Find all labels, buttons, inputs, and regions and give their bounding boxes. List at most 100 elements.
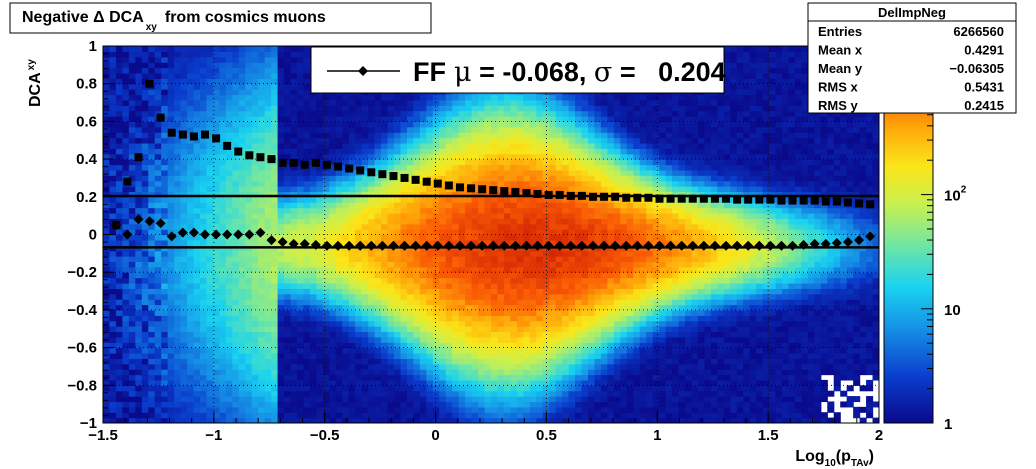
x-tick-label: 0.5 (536, 427, 557, 444)
square-marker (855, 199, 864, 208)
diamond-marker (732, 240, 743, 251)
square-marker (821, 197, 830, 206)
square-marker (644, 193, 653, 202)
diamond-marker (244, 229, 255, 240)
square-marker (478, 185, 487, 194)
diamond-marker (643, 240, 654, 251)
diamond-marker (809, 238, 820, 249)
diamond-marker (709, 240, 720, 251)
x-tick-label: 1.5 (758, 427, 779, 444)
diamond-marker (133, 214, 144, 225)
diamond-marker (687, 240, 698, 251)
diamond-marker (266, 235, 277, 246)
stats-label: Entries (818, 24, 862, 39)
diamond-marker (144, 216, 155, 227)
diamond-marker (776, 240, 787, 251)
profile-markers (111, 79, 876, 251)
diamond-marker (499, 240, 510, 251)
square-marker (744, 195, 753, 204)
square-marker (766, 195, 775, 204)
square-marker (555, 190, 564, 199)
square-marker (799, 196, 808, 205)
square-marker (256, 153, 265, 162)
stats-box: DelImpNeg Entries 6266560 Mean x 0.4291 Mean… (807, 2, 1017, 114)
square-marker (699, 194, 708, 203)
diamond-marker (199, 229, 210, 240)
square-marker (234, 147, 243, 156)
diamond-marker (355, 240, 366, 251)
square-marker (866, 200, 875, 209)
diamond-marker (366, 240, 377, 251)
y-tick-label: −1 (80, 415, 97, 432)
diamond-marker (421, 240, 432, 251)
square-marker (577, 191, 586, 200)
diamond-marker (410, 240, 421, 251)
diamond-marker (388, 240, 399, 251)
z-tick-label: 102 (944, 185, 967, 205)
square-marker (356, 166, 365, 175)
diamond-marker (277, 237, 288, 248)
square-marker (189, 132, 198, 141)
square-marker (378, 170, 387, 179)
square-marker (444, 181, 453, 190)
z-tick-label: 10 (944, 302, 961, 319)
square-marker (467, 184, 476, 193)
y-tick-label: 0.4 (76, 151, 98, 168)
diamond-marker (155, 218, 166, 229)
square-marker (400, 173, 409, 182)
square-marker (777, 196, 786, 205)
diamond-marker (122, 229, 133, 240)
diamond-marker (477, 240, 488, 251)
square-marker (433, 179, 442, 188)
diamond-marker (432, 240, 443, 251)
diamond-marker (333, 240, 344, 251)
diamond-marker (443, 240, 454, 251)
square-marker (522, 189, 531, 198)
z-tick-label: 1 (944, 416, 952, 433)
y-tick-label: 0 (89, 227, 97, 244)
y-tick-label: −0.8 (67, 377, 97, 394)
square-marker (411, 175, 420, 184)
square-marker (843, 198, 852, 207)
square-marker (134, 153, 143, 162)
square-marker (688, 194, 697, 203)
diamond-marker (111, 220, 122, 231)
square-marker (278, 158, 287, 167)
square-marker (733, 195, 742, 204)
square-marker (832, 197, 841, 206)
diamond-marker (188, 227, 199, 238)
square-marker (156, 113, 165, 122)
square-marker (633, 193, 642, 202)
square-marker (722, 194, 731, 203)
x-axis: −1.5 −1 −0.5 0 0.5 1 1.5 2 (88, 412, 883, 444)
heatmap-cells (103, 46, 879, 423)
stats-value: 6266560 (953, 24, 1004, 39)
diamond-marker (798, 239, 809, 250)
square-marker (710, 194, 719, 203)
stats-label: RMS x (818, 80, 859, 95)
legend-marker (358, 66, 368, 76)
diamond-marker (632, 240, 643, 251)
diamond-marker (865, 231, 876, 242)
x-tick-label: −1 (205, 427, 222, 444)
stats-title: DelImpNeg (878, 5, 946, 20)
square-marker (544, 190, 553, 199)
y-tick-label: 0.2 (76, 189, 97, 206)
stats-value: −0.06305 (949, 61, 1004, 76)
square-marker (167, 128, 176, 137)
square-marker (334, 162, 343, 171)
square-marker (123, 177, 132, 186)
diamond-marker (510, 240, 521, 251)
square-marker (223, 141, 232, 150)
diamond-marker (621, 240, 632, 251)
stats-value: 0.5431 (964, 80, 1004, 95)
square-marker (200, 130, 209, 139)
square-marker (267, 155, 276, 164)
diamond-marker (454, 240, 465, 251)
y-tick-label: −0.2 (67, 264, 97, 281)
diamond-marker (233, 229, 244, 240)
square-marker (489, 186, 498, 195)
y-axis-title: DCAxy (26, 59, 44, 107)
diamond-marker (344, 240, 355, 251)
